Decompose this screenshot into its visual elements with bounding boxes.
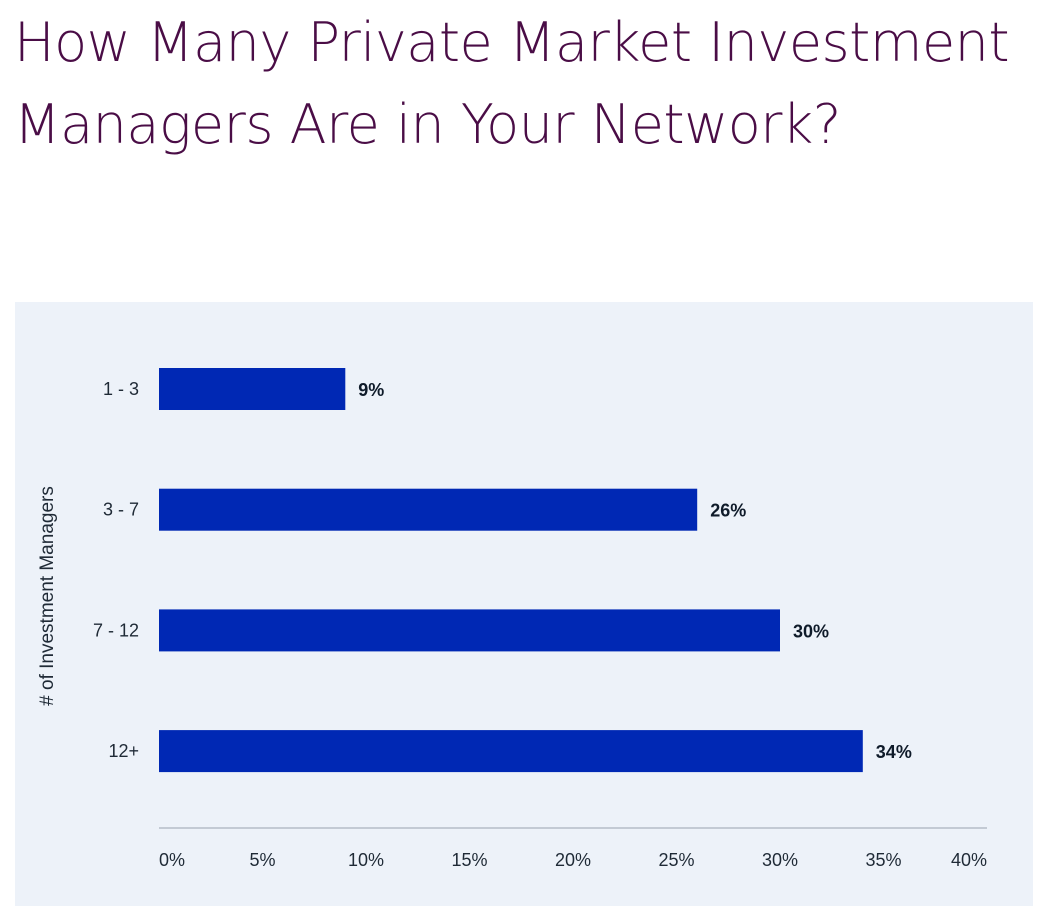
chart-panel: # of Investment Managers 1 - 3 9% 3 - 7 26%… — [15, 302, 1033, 906]
page-title: How Many Private Market Investment Manag… — [14, 11, 1010, 156]
data-label: 26% — [710, 501, 746, 521]
x-tick-label: 20% — [555, 850, 591, 870]
bar-chart: # of Investment Managers 1 - 3 9% 3 - 7 26%… — [37, 368, 987, 870]
category-label: 7 - 12 — [93, 620, 139, 640]
x-tick-label: 15% — [451, 850, 487, 870]
category-label: 3 - 7 — [103, 500, 139, 520]
x-tick-label: 5% — [249, 850, 275, 870]
bar-1 — [159, 488, 698, 531]
x-tick-label: 25% — [658, 850, 694, 870]
bar-2 — [159, 609, 780, 652]
x-tick-label: 10% — [348, 850, 384, 870]
x-tick-label: 40% — [951, 850, 987, 870]
x-tick-label: 30% — [762, 850, 798, 870]
bars-group: 1 - 3 9% 3 - 7 26% 7 - 12 30% 12+ 34% — [93, 368, 912, 773]
x-tick-labels: 0% 5% 10% 15% 20% 25% 30% 35% 40% — [159, 850, 987, 870]
bar-0 — [159, 368, 346, 410]
data-label: 9% — [358, 380, 384, 400]
category-label: 12+ — [108, 741, 139, 761]
x-tick-label: 35% — [865, 850, 901, 870]
x-tick-label: 0% — [159, 850, 185, 870]
bar-3 — [159, 730, 863, 773]
category-label: 1 - 3 — [103, 379, 139, 399]
data-label: 30% — [793, 621, 829, 641]
y-axis-title: # of Investment Managers — [37, 486, 58, 706]
data-label: 34% — [876, 742, 912, 762]
